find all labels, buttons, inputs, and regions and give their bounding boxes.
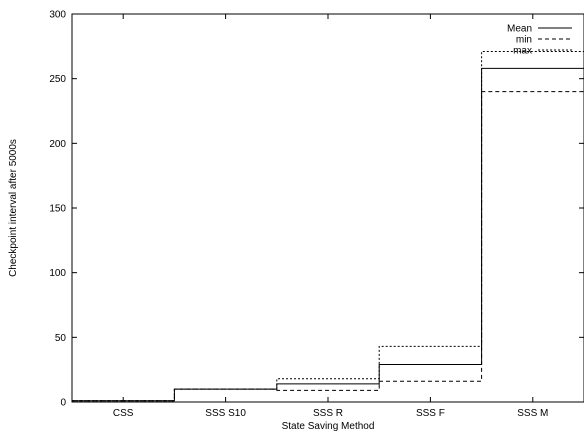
series-layer [72, 51, 584, 402]
y-tick-label: 0 [60, 398, 66, 409]
legend-label: min [516, 35, 532, 46]
series-max-line [72, 51, 584, 402]
x-tick-label: CSS [113, 408, 134, 419]
series-min [72, 91, 584, 402]
plot-frame [71, 13, 584, 403]
x-tick-label: SSS S10 [205, 408, 246, 419]
y-tick-label: 200 [49, 139, 66, 150]
x-axis-title: State Saving Method [282, 421, 375, 432]
legend-label: Mean [507, 24, 532, 35]
series-mean-line [72, 67, 584, 402]
y-axis: 0 50 100 150 200 250 300 [49, 10, 584, 409]
y-tick-label: 50 [55, 333, 67, 344]
y-tick-label: 150 [49, 204, 66, 215]
legend-label: max [513, 46, 532, 57]
x-tick-label: SSS M [517, 408, 548, 419]
series-max [72, 51, 584, 402]
series-min-line [72, 91, 584, 402]
y-axis-title: Checkpoint interval after 5000s [8, 139, 19, 277]
x-axis: CSS SSS S10 SSS R SSS F SSS M [113, 14, 548, 419]
y-tick-label: 250 [49, 74, 66, 85]
series-mean [72, 67, 584, 402]
plot-area-border [71, 13, 584, 403]
y-tick-label: 300 [49, 10, 66, 21]
y-tick-label: 100 [49, 268, 66, 279]
x-tick-label: SSS F [416, 408, 445, 419]
x-tick-label: SSS R [313, 408, 343, 419]
